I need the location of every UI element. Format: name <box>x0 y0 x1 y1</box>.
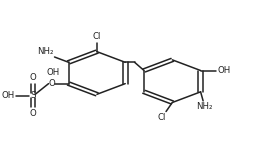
Text: Cl: Cl <box>93 32 101 41</box>
Text: NH₂: NH₂ <box>37 47 53 56</box>
Text: O: O <box>29 73 36 82</box>
Text: S: S <box>30 92 35 100</box>
Text: NH₂: NH₂ <box>196 102 212 111</box>
Text: O: O <box>29 109 36 118</box>
Text: Cl: Cl <box>157 113 166 122</box>
Text: OH: OH <box>1 92 15 100</box>
Text: OH: OH <box>47 68 60 77</box>
Text: OH: OH <box>217 66 231 75</box>
Text: O: O <box>48 79 55 88</box>
